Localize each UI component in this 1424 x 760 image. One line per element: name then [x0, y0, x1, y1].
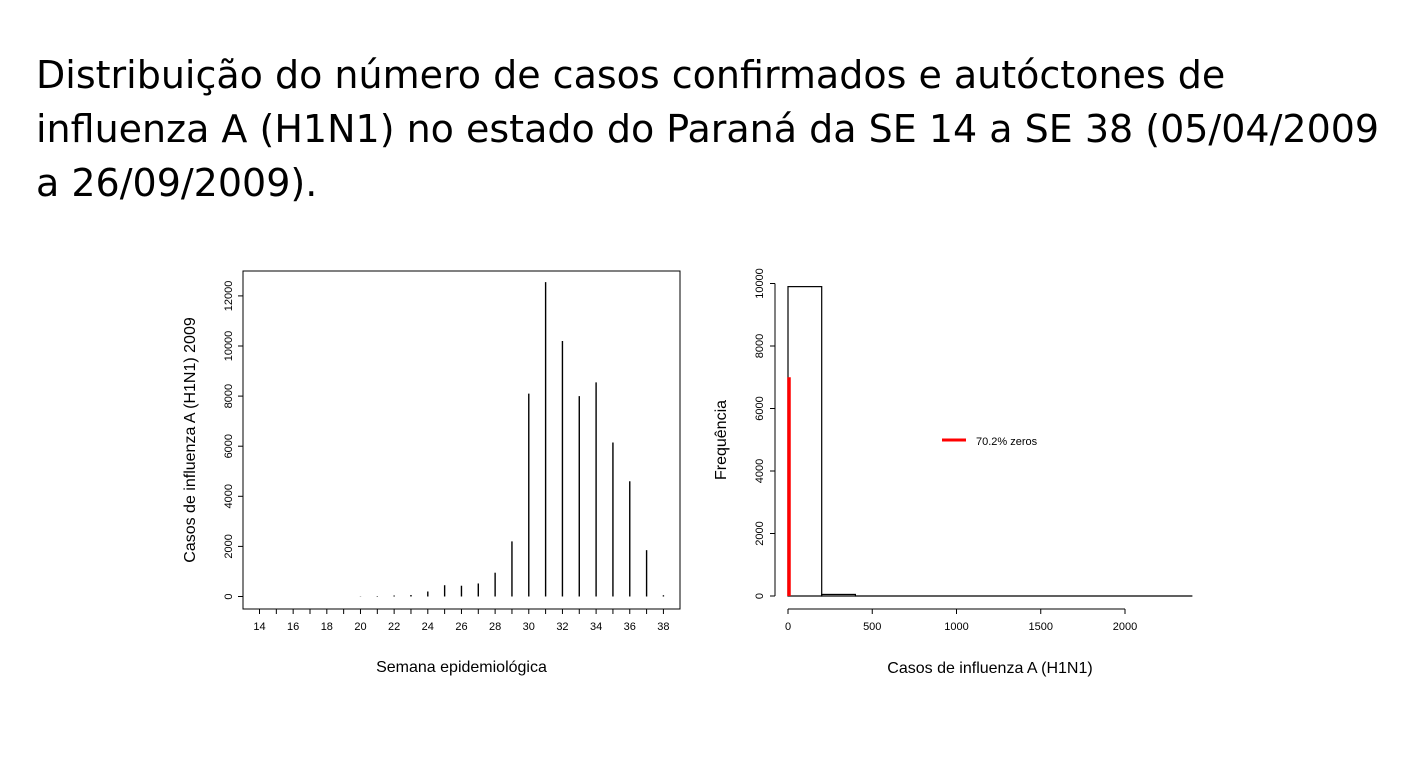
x-tick-label: 1000 [944, 621, 968, 633]
x-tick-label: 34 [590, 621, 602, 633]
y-tick-label: 10000 [223, 331, 235, 362]
x-tick-label: 16 [287, 621, 299, 633]
y-tick-label: 12000 [223, 281, 235, 312]
x-axis-label: Semana epidemiológica [376, 659, 547, 676]
x-tick-label: 22 [388, 621, 400, 633]
x-axis-label: Casos de influenza A (H1N1) [887, 660, 1092, 677]
x-tick-label: 0 [785, 621, 791, 633]
x-axis: 0 500 1000 1500 2000 [785, 608, 1137, 633]
chart-histogram: 0 500 1000 1500 2000 0200040006000800010000 … [713, 268, 1193, 677]
y-tick-label: 2000 [223, 534, 235, 558]
y-tick-label: 10000 [754, 268, 766, 299]
x-tick-label: 1500 [1029, 621, 1053, 633]
x-tick-label: 30 [523, 621, 535, 633]
histogram-bar [821, 593, 857, 597]
x-tick-label: 24 [422, 621, 434, 633]
y-tick-label: 8000 [223, 384, 235, 408]
y-axis: 0 2000 4000 6000 8000 10000 [754, 268, 776, 599]
x-tick-label: 38 [657, 621, 669, 633]
plot-frame [242, 270, 681, 610]
histogram-bars [787, 286, 1193, 597]
legend: 70.2% zeros [942, 436, 1038, 448]
y-tick-label: 4000 [223, 484, 235, 508]
x-tick-label: 14 [253, 621, 265, 633]
x-tick-label: 26 [455, 621, 467, 633]
slide-title: Distribuição do número de casos confirma… [36, 53, 1380, 205]
y-tick-label: 6000 [223, 434, 235, 458]
y-axis-label: Frequência [713, 400, 730, 480]
y-axis: 0 2000 4000 6000 8000 10000 12000 [223, 281, 243, 600]
x-tick-label: 20 [354, 621, 366, 633]
y-tick-label: 0 [223, 593, 235, 599]
x-axis: 14 16 18 20 22 24 26 28 30 32 34 36 38 [253, 609, 670, 633]
y-tick-label: 8000 [754, 334, 766, 358]
x-tick-label: 500 [863, 621, 881, 633]
x-tick-label: 32 [556, 621, 568, 633]
bar-series [359, 282, 665, 597]
x-tick-label: 2000 [1113, 621, 1137, 633]
legend-label: 70.2% zeros [976, 436, 1038, 448]
y-tick-label: 2000 [754, 521, 766, 545]
x-tick-label: 28 [489, 621, 501, 633]
y-tick-label: 6000 [754, 396, 766, 420]
x-tick-label: 36 [624, 621, 636, 633]
y-tick-label: 0 [754, 593, 766, 599]
x-tick-label: 18 [321, 621, 333, 633]
histogram-bar [787, 286, 823, 597]
y-tick-label: 4000 [754, 459, 766, 483]
chart-weekly-cases: 14 16 18 20 22 24 26 28 30 32 34 36 38 0 2000 4000 6000… [182, 270, 681, 676]
y-axis-label: Casos de influenza A (H1N1) 2009 [182, 317, 199, 563]
